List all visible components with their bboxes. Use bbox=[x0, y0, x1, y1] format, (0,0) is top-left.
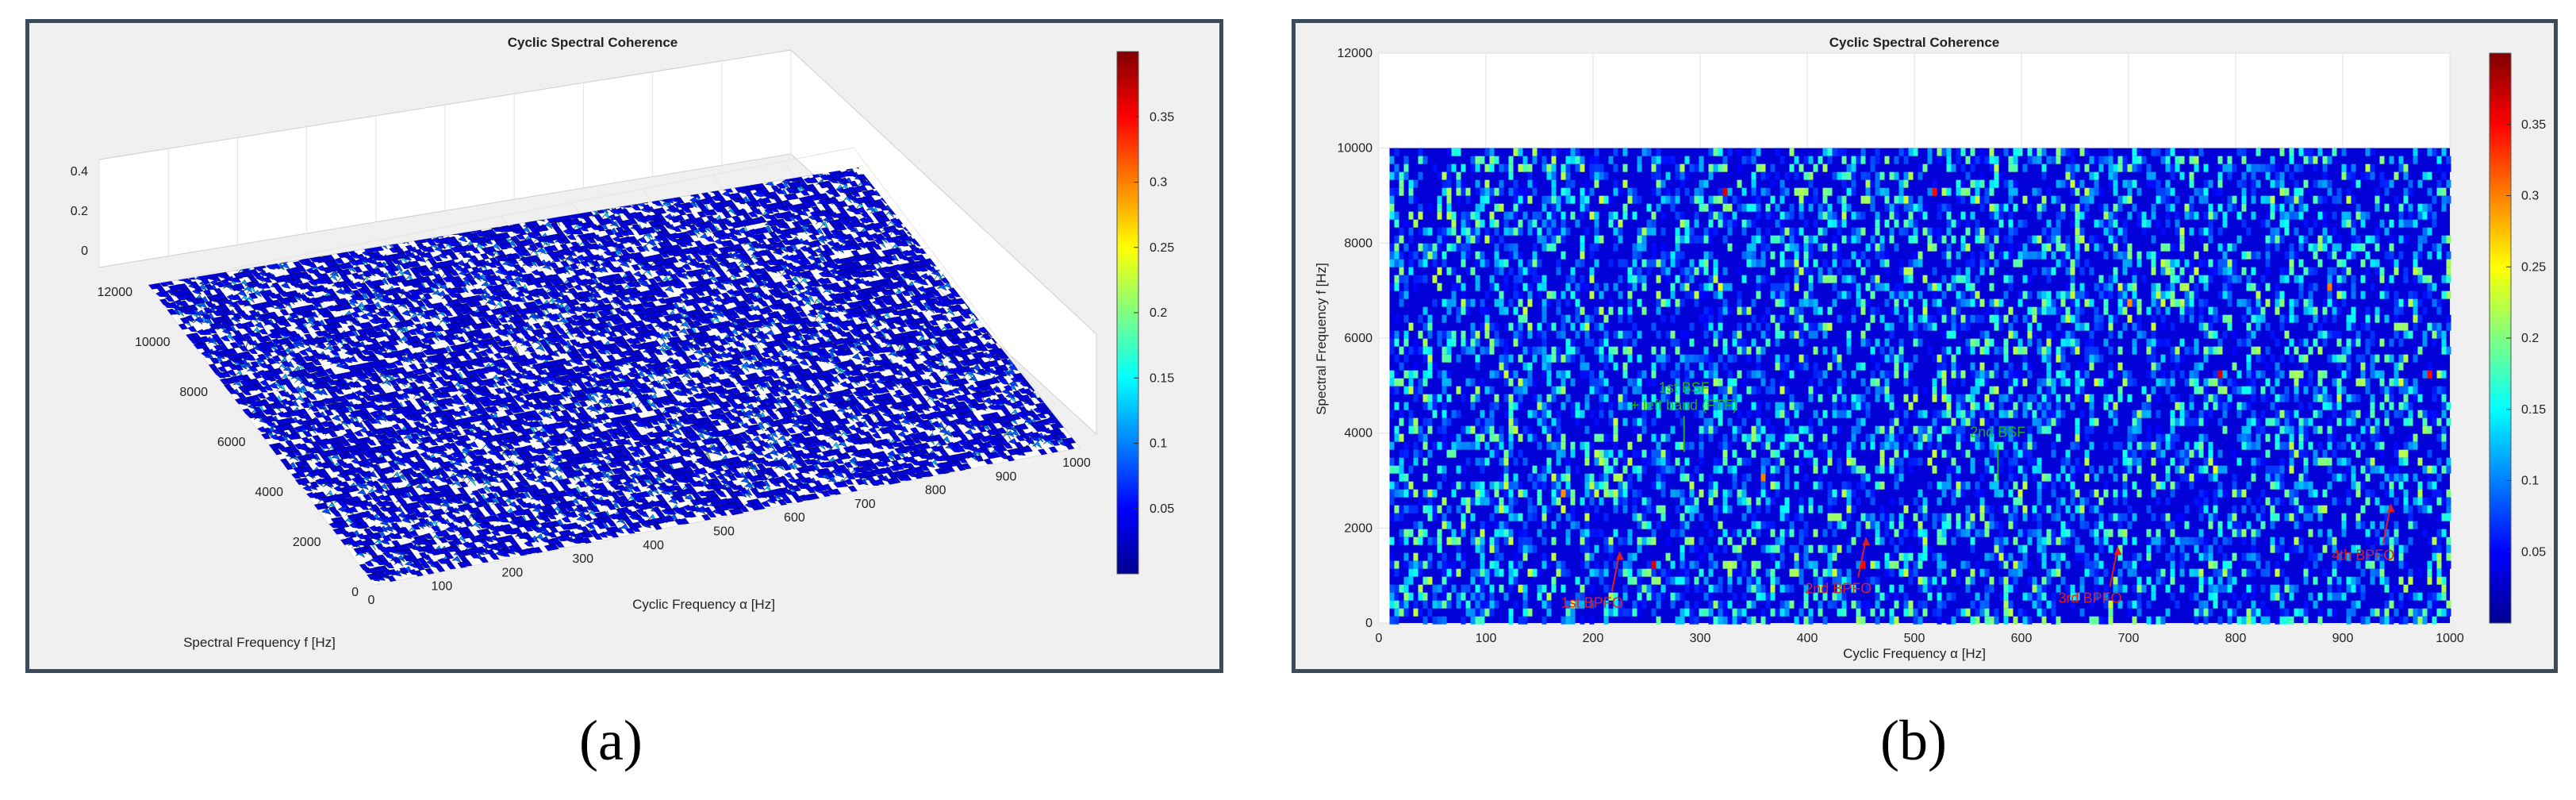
colorbar-tick: 0.35 bbox=[1150, 110, 1174, 124]
surface-plot-panel: 0 100 200 300 400 500 600 700 800 900 1000 0 2000 400… bbox=[25, 19, 1223, 673]
heatmap-x-tick: 0 bbox=[1376, 632, 1383, 645]
surface-ylabel: Spectral Frequency f [Hz] bbox=[183, 635, 336, 650]
heatmap-x-tick: 500 bbox=[1904, 632, 1925, 645]
heatmap-annotation: 1st BPFO bbox=[1561, 594, 1623, 610]
surface-x-tick: 700 bbox=[854, 498, 876, 511]
surface-x-tick: 0 bbox=[368, 594, 375, 607]
colorbar-tick: 0.2 bbox=[1150, 306, 1167, 320]
caption-a: (a) bbox=[579, 709, 643, 772]
colorbar-tick: 0.35 bbox=[2521, 118, 2546, 132]
heatmap-x-tick: 300 bbox=[1690, 632, 1711, 645]
surface-z-tick: 0.4 bbox=[71, 165, 88, 179]
heatmap-x-tick: 700 bbox=[2118, 632, 2140, 645]
surface-y-tick: 0 bbox=[351, 586, 359, 599]
heatmap-annotation: 4th BPFO bbox=[2332, 547, 2394, 563]
colorbar-tick: 0.25 bbox=[2521, 260, 2546, 274]
colorbar-tick: 0.3 bbox=[1150, 176, 1167, 190]
surface-z-tick: 0.2 bbox=[71, 205, 88, 218]
caption-b: (b) bbox=[1880, 709, 1947, 772]
heatmap-y-tick: 10000 bbox=[1338, 142, 1373, 156]
heatmap-title: Cyclic Spectral Coherence bbox=[1829, 35, 1999, 50]
surface-x-tick: 300 bbox=[572, 552, 593, 566]
heatmap-ylabel: Spectral Frequency f [Hz] bbox=[1314, 263, 1329, 415]
surface-x-tick: 400 bbox=[643, 539, 664, 552]
heatmap-x-tick: 600 bbox=[2011, 632, 2033, 645]
heatmap-y-tick: 12000 bbox=[1338, 47, 1373, 60]
heatmap-x-tick: 900 bbox=[2332, 632, 2354, 645]
heatmap-y-tick: 2000 bbox=[1344, 521, 1372, 535]
heatmap-x-tick: 400 bbox=[1797, 632, 1818, 645]
heatmap-panel: 0 100 200 300 400 500 600 700 800 900 1000 0 2000 400… bbox=[1292, 19, 2558, 673]
heatmap-annotation: 2nd BPFO bbox=[1805, 580, 1872, 596]
heatmap-x-tick: 100 bbox=[1476, 632, 1497, 645]
colorbar-tick: 0.1 bbox=[2521, 475, 2539, 488]
surface-x-tick: 1000 bbox=[1062, 456, 1091, 470]
heatmap-y-tick: 4000 bbox=[1344, 427, 1372, 440]
heatmap-y-tick: 6000 bbox=[1344, 332, 1372, 345]
surface-y-tick: 2000 bbox=[293, 536, 321, 549]
heatmap-y-tick: 0 bbox=[1365, 617, 1372, 630]
surface-y-tick: 10000 bbox=[135, 336, 171, 349]
surface-title: Cyclic Spectral Coherence bbox=[508, 35, 678, 50]
colorbar-tick: 0.25 bbox=[1150, 241, 1174, 255]
surface-y-tick: 12000 bbox=[98, 286, 133, 299]
surface-x-tick: 500 bbox=[713, 525, 735, 539]
heatmap-xlabel: Cyclic Frequency α [Hz] bbox=[1843, 646, 1986, 661]
surface-plot: 0100200300400500600700800900100002000400… bbox=[71, 35, 1174, 650]
heatmap-plot: 0 100 200 300 400 500 600 700 800 900 100002000400… bbox=[1314, 35, 2546, 661]
surface-y-tick: 6000 bbox=[217, 436, 246, 449]
heatmap-annotation: 1st BSF bbox=[1659, 380, 1710, 396]
heatmap-y-tick: 8000 bbox=[1344, 237, 1372, 250]
surface-x-tick: 900 bbox=[996, 470, 1017, 483]
heatmap-x-tick: 800 bbox=[2225, 632, 2247, 645]
colorbar-tick: 0.2 bbox=[2521, 332, 2539, 345]
surface-y-tick: 4000 bbox=[255, 486, 283, 499]
colorbar-tick: 0.3 bbox=[2521, 190, 2539, 203]
surface-x-tick: 200 bbox=[501, 566, 523, 579]
heatmap-x-tick: 200 bbox=[1583, 632, 1604, 645]
surface-xlabel: Cyclic Frequency α [Hz] bbox=[632, 597, 775, 612]
heatmap-x-tick: 1000 bbox=[2436, 632, 2464, 645]
surface-x-tick: 600 bbox=[784, 511, 805, 525]
heatmap-annotation-line2: + left band (FTF) bbox=[1630, 398, 1737, 413]
colorbar-tick: 0.05 bbox=[2521, 545, 2546, 559]
colorbar-tick: 0.1 bbox=[1150, 437, 1167, 451]
colorbar-tick: 0.15 bbox=[1150, 371, 1174, 385]
heatmap-annotation: 2nd BSF bbox=[1970, 425, 2025, 440]
surface-z-tick: 0 bbox=[81, 244, 88, 258]
surface-x-tick: 800 bbox=[925, 484, 946, 498]
colorbar-tick: 0.05 bbox=[1150, 502, 1174, 516]
heatmap-annotation: 3rd BPFO bbox=[2058, 590, 2121, 606]
surface-x-tick: 100 bbox=[432, 580, 453, 594]
surface-y-tick: 8000 bbox=[179, 386, 208, 399]
colorbar-tick: 0.15 bbox=[2521, 403, 2546, 417]
